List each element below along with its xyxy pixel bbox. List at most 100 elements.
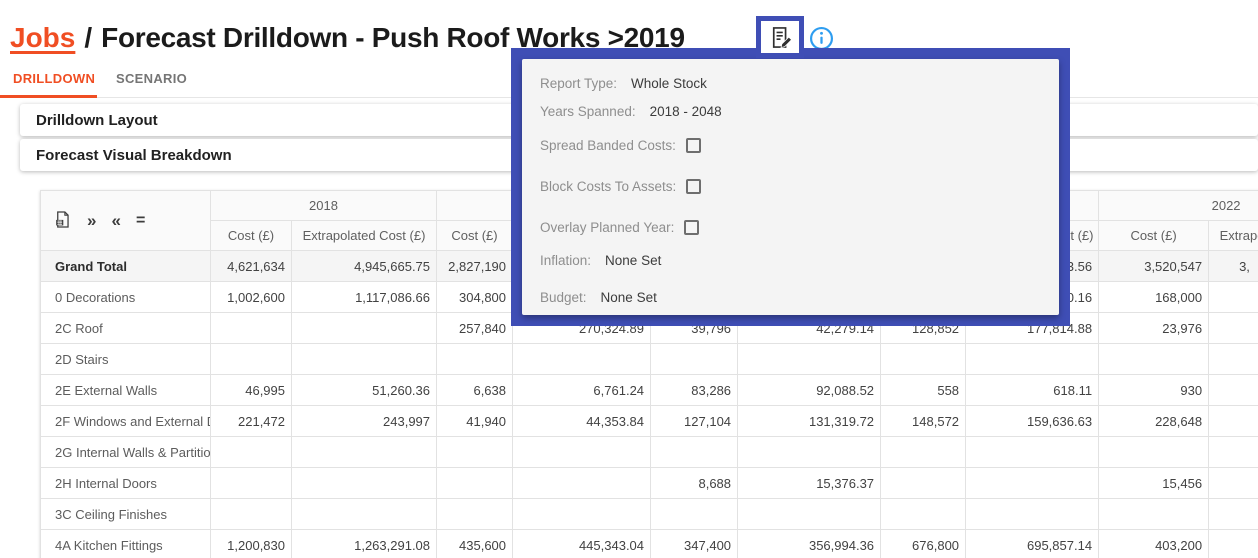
- table-cell: 8,688: [650, 467, 739, 499]
- field-label: Years Spanned:: [540, 104, 636, 119]
- table-cell: 304,800: [436, 281, 514, 313]
- tab-scenario[interactable]: SCENARIO: [116, 71, 188, 86]
- popup-row-budget: Budget: None Set: [540, 289, 1059, 306]
- table-cell: [1208, 374, 1258, 406]
- row-label: 4A Kitchen Fittings: [40, 529, 211, 558]
- cost-column-header: Cost (£): [436, 220, 514, 251]
- table-row: 4A Kitchen Fittings 1,200,830 1,263,291.08…: [40, 529, 1258, 558]
- table-cell: [1098, 498, 1210, 530]
- field-label: Report Type:: [540, 76, 618, 91]
- table-cell: [650, 436, 739, 468]
- overlay-planned-year-checkbox[interactable]: [684, 220, 700, 235]
- panel-title: Forecast Visual Breakdown: [36, 146, 232, 164]
- table-toolbar: » « =: [40, 190, 211, 251]
- table-cell: 1,002,600: [210, 281, 292, 313]
- breadcrumb: Jobs / Forecast Drilldown - Push Roof Wo…: [10, 16, 685, 60]
- report-edit-highlight-box[interactable]: [756, 16, 804, 58]
- popup-row-block-costs-to-assets: Block Costs To Assets:: [540, 178, 1059, 195]
- row-label: 2H Internal Doors: [40, 467, 211, 499]
- table-row: 2H Internal Doors 8,688 15,376.37 15,456: [40, 467, 1258, 499]
- table-cell: [210, 467, 292, 499]
- popup-row-report-type: Report Type: Whole Stock: [540, 75, 1059, 92]
- table-cell: 356,994.36: [737, 529, 882, 558]
- page-title: Forecast Drilldown - Push Roof Works >20…: [101, 22, 685, 53]
- rewind-icon[interactable]: «: [111, 211, 121, 230]
- table-cell: 347,400: [650, 529, 739, 558]
- year-header-2018: 2018: [209, 190, 438, 221]
- cost-column-header: Cost (£): [210, 220, 292, 251]
- table-cell: [880, 467, 967, 499]
- table-cell: [512, 498, 652, 530]
- table-cell: [965, 436, 1100, 468]
- field-label: Inflation:: [540, 253, 592, 268]
- export-file-icon[interactable]: [53, 210, 72, 232]
- field-value: 2018 - 2048: [649, 104, 722, 119]
- table-cell: 3,520,547: [1098, 250, 1210, 282]
- table-cell: [965, 498, 1100, 530]
- table-row: 2G Internal Walls & Partitions: [40, 436, 1258, 468]
- breadcrumb-link-jobs[interactable]: Jobs: [10, 22, 76, 53]
- table-cell: [1208, 405, 1258, 437]
- table-cell: 44,353.84: [512, 405, 652, 437]
- popup-row-years-spanned: Years Spanned: 2018 - 2048: [540, 103, 1059, 120]
- table-cell: 83,286: [650, 374, 739, 406]
- table-cell: [436, 343, 514, 375]
- table-cell: 92,088.52: [737, 374, 882, 406]
- row-label: 2F Windows and External Doors: [40, 405, 211, 437]
- table-cell: 4,621,634: [210, 250, 292, 282]
- table-cell: [737, 343, 882, 375]
- extrapolated-cost-column-header: Extrapolated Cost (£): [290, 220, 438, 251]
- table-cell: [290, 436, 438, 468]
- table-cell: [290, 498, 438, 530]
- row-label: 0 Decorations: [40, 281, 211, 313]
- field-value: None Set: [600, 290, 657, 305]
- field-value: Whole Stock: [631, 76, 707, 91]
- table-cell: 168,000: [1098, 281, 1210, 313]
- extrapolated-cost-column-header: Extrapolated Cost (£): [1208, 220, 1258, 251]
- table-cell: [1208, 498, 1258, 530]
- table-cell: [650, 498, 739, 530]
- table-cell: 676,800: [880, 529, 967, 558]
- table-cell: [650, 343, 739, 375]
- row-label: 2G Internal Walls & Partitions: [40, 436, 211, 468]
- tab-drilldown[interactable]: DRILLDOWN: [13, 71, 96, 86]
- spread-banded-costs-checkbox[interactable]: [685, 138, 701, 153]
- table-cell: 15,376.37: [737, 467, 882, 499]
- table-cell: [290, 343, 438, 375]
- table-body: Grand Total 4,621,634 4,945,665.75 2,827,19…: [40, 250, 1258, 558]
- table-cell: 257,840: [436, 312, 514, 344]
- fast-forward-icon[interactable]: »: [87, 211, 97, 230]
- table-cell: [1208, 281, 1258, 313]
- table-cell: [880, 436, 967, 468]
- table-cell: [1208, 436, 1258, 468]
- popup-row-spread-banded-costs: Spread Banded Costs:: [540, 137, 1059, 154]
- field-label: Spread Banded Costs:: [540, 138, 676, 153]
- table-cell: [880, 343, 967, 375]
- table-cell: [512, 467, 652, 499]
- year-header-2022: 2022: [1098, 190, 1258, 221]
- table-cell: [512, 343, 652, 375]
- table-cell: 445,343.04: [512, 529, 652, 558]
- table-cell: 2,827,190: [436, 250, 514, 282]
- table-cell: [1208, 467, 1258, 499]
- block-costs-to-assets-checkbox[interactable]: [686, 179, 702, 194]
- table-cell: 6,638: [436, 374, 514, 406]
- report-edit-icon[interactable]: [767, 24, 794, 51]
- table-cell: [210, 498, 292, 530]
- field-value: None Set: [605, 253, 662, 268]
- table-cell: [436, 498, 514, 530]
- table-cell: 4,945,665.75: [290, 250, 438, 282]
- row-label: 2C Roof: [40, 312, 211, 344]
- table-cell: 23,976: [1098, 312, 1210, 344]
- table-cell: 148,572: [880, 405, 967, 437]
- table-cell: 221,472: [210, 405, 292, 437]
- table-cell: [965, 467, 1100, 499]
- table-cell: [290, 312, 438, 344]
- menu-equals-icon[interactable]: =: [135, 211, 146, 229]
- table-cell: 403,200: [1098, 529, 1210, 558]
- table-cell: 558: [880, 374, 967, 406]
- row-label: 2D Stairs: [40, 343, 211, 375]
- report-info-popup: Report Type: Whole Stock Years Spanned: …: [511, 48, 1070, 326]
- table-cell: 435,600: [436, 529, 514, 558]
- panel-title: Drilldown Layout: [36, 111, 158, 129]
